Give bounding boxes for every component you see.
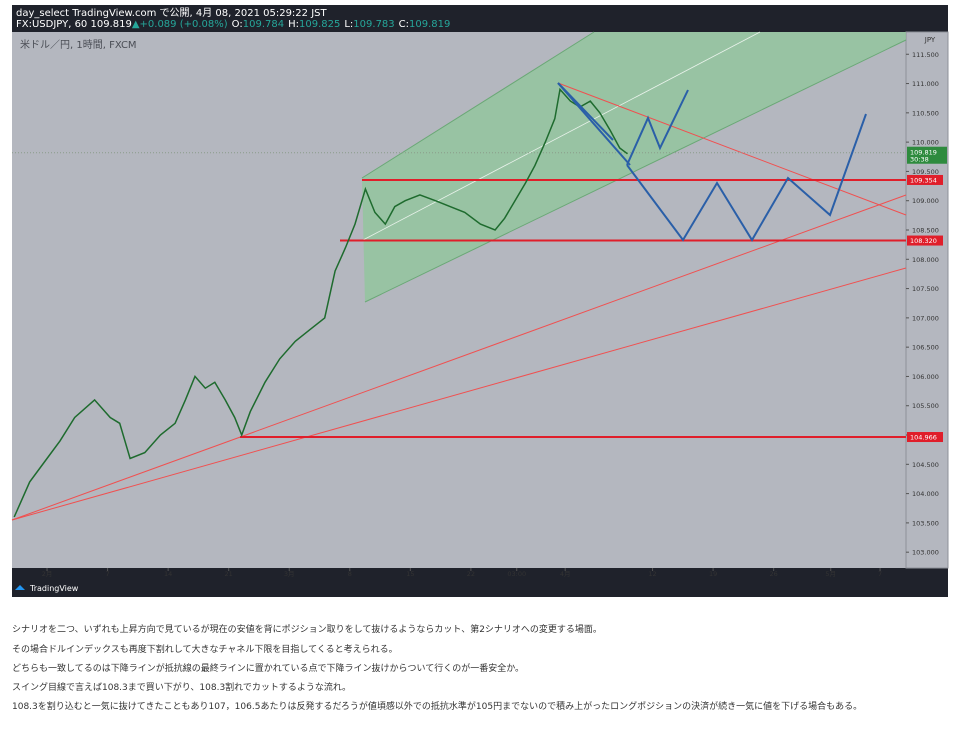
y-tick-label: 111.000 — [912, 80, 939, 88]
header-line: day_select TradingView.com で公開, 4月 08, 2… — [16, 7, 327, 19]
paragraph: 108.3を割り込むと一気に抜けてきたこともあり107，106.5あたりは反発す… — [12, 702, 863, 712]
currency: JPY — [924, 36, 936, 44]
y-tick-label: 111.500 — [912, 51, 939, 59]
y-tick-label: 109.500 — [912, 168, 939, 176]
symbol: FX:USDJPY, 60 109.819 — [16, 19, 132, 30]
chart-label: 米ドル／円, 1時間, FXCM — [20, 38, 137, 51]
trend-line — [557, 82, 907, 216]
x-tick-label: 14 — [164, 570, 172, 578]
x-tick-label: 2月 — [42, 570, 53, 578]
y-tick-label: 103.500 — [912, 519, 939, 527]
level-box — [907, 174, 943, 185]
scenario-line — [557, 82, 614, 141]
ohlc-key: L: — [344, 19, 353, 30]
channel-edge — [361, 31, 595, 179]
x-tick-label: 15 — [406, 570, 414, 578]
level-label: 104.966 — [910, 434, 937, 442]
channel-mid — [362, 31, 761, 241]
y-tick-label: 110.000 — [912, 139, 939, 147]
paragraph: シナリオを二つ、いずれも上昇方向で見ているが現在の安値を背にポジション取りをして… — [12, 625, 602, 635]
plot-area — [12, 32, 906, 568]
price-line — [13, 87, 628, 518]
ohlc-value: 109.819 — [409, 19, 450, 30]
paragraph: スイング目線で言えば108.3まで買い下がり、108.3割れでカットするような流… — [12, 683, 351, 693]
paragraph: どちらも一致してるのは下降ラインが抵抗線の最終ラインに置かれている点で下降ライン… — [12, 664, 525, 674]
x-tick-label: 3月 — [284, 570, 295, 578]
x-tick-label: 4月 — [560, 570, 571, 578]
y-tick-label: 107.500 — [912, 285, 939, 293]
footer-bar — [12, 578, 948, 597]
marks — [12, 87, 906, 518]
paragraph: その場合ドルインデックスも再度下割れして大きなチャネル下限を目指してくると考えら… — [12, 645, 398, 655]
level-label: 108.320 — [910, 237, 937, 245]
x-tick-label: 26 — [770, 570, 778, 578]
x-tick-label: 21 — [225, 570, 233, 578]
ohlc-key: H: — [288, 19, 299, 30]
brand: TradingView — [29, 584, 79, 593]
chart: day_select TradingView.com で公開, 4月 08, 2… — [11, 5, 949, 597]
x-tick-label: 7 — [106, 570, 110, 578]
channel — [362, 32, 906, 302]
y-tick-label: 103.000 — [912, 549, 939, 557]
y-tick-label: 105.500 — [912, 402, 939, 410]
current-price-label: 109.819 — [910, 149, 937, 157]
level-box — [907, 235, 943, 246]
y-tick-label: 106.500 — [912, 344, 939, 352]
channel-edge — [364, 39, 907, 303]
level-label: 109.354 — [910, 176, 937, 184]
y-tick-label: 108.500 — [912, 226, 939, 234]
scenario-path — [626, 89, 689, 166]
scenario-path — [626, 113, 867, 242]
x-tick-label: 12 — [648, 570, 656, 578]
change: ▲+0.089 (+0.08%) — [132, 19, 228, 30]
x-tick-label: 22 — [467, 570, 475, 578]
x-tick-label: 19 — [709, 570, 717, 578]
y-tick-label: 109.000 — [912, 197, 939, 205]
x-tick-label: 5月 — [825, 570, 836, 578]
ohlc-value: 109.825 — [299, 19, 340, 30]
x-tick-label: 03:00 — [507, 570, 526, 578]
y-tick-label: 110.500 — [912, 109, 939, 117]
ohlc-value: 109.784 — [243, 19, 284, 30]
ohlc-key: O: — [232, 19, 243, 30]
level-box — [907, 432, 943, 443]
x-tick-label: 8 — [348, 570, 352, 578]
trend-line — [11, 267, 907, 521]
logo — [15, 585, 25, 590]
y-tick-label: 107.000 — [912, 314, 939, 322]
y-tick-label: 104.000 — [912, 490, 939, 498]
y-tick-label: 104.500 — [912, 461, 939, 469]
price-axis — [905, 31, 949, 569]
trend-line — [11, 194, 907, 521]
y-tick-label: 106.000 — [912, 373, 939, 381]
y-tick-label: 108.000 — [912, 256, 939, 264]
current-price-box — [907, 146, 947, 164]
ohlc-value: 109.783 — [353, 19, 394, 30]
ohlc-key: C: — [399, 19, 409, 30]
x-tick-label: 7 — [878, 570, 882, 578]
countdown: 30:38 — [910, 156, 929, 164]
header-symbol: FX:USDJPY, 60 109.819▲+0.089 (+0.08%) O:1… — [16, 19, 450, 30]
